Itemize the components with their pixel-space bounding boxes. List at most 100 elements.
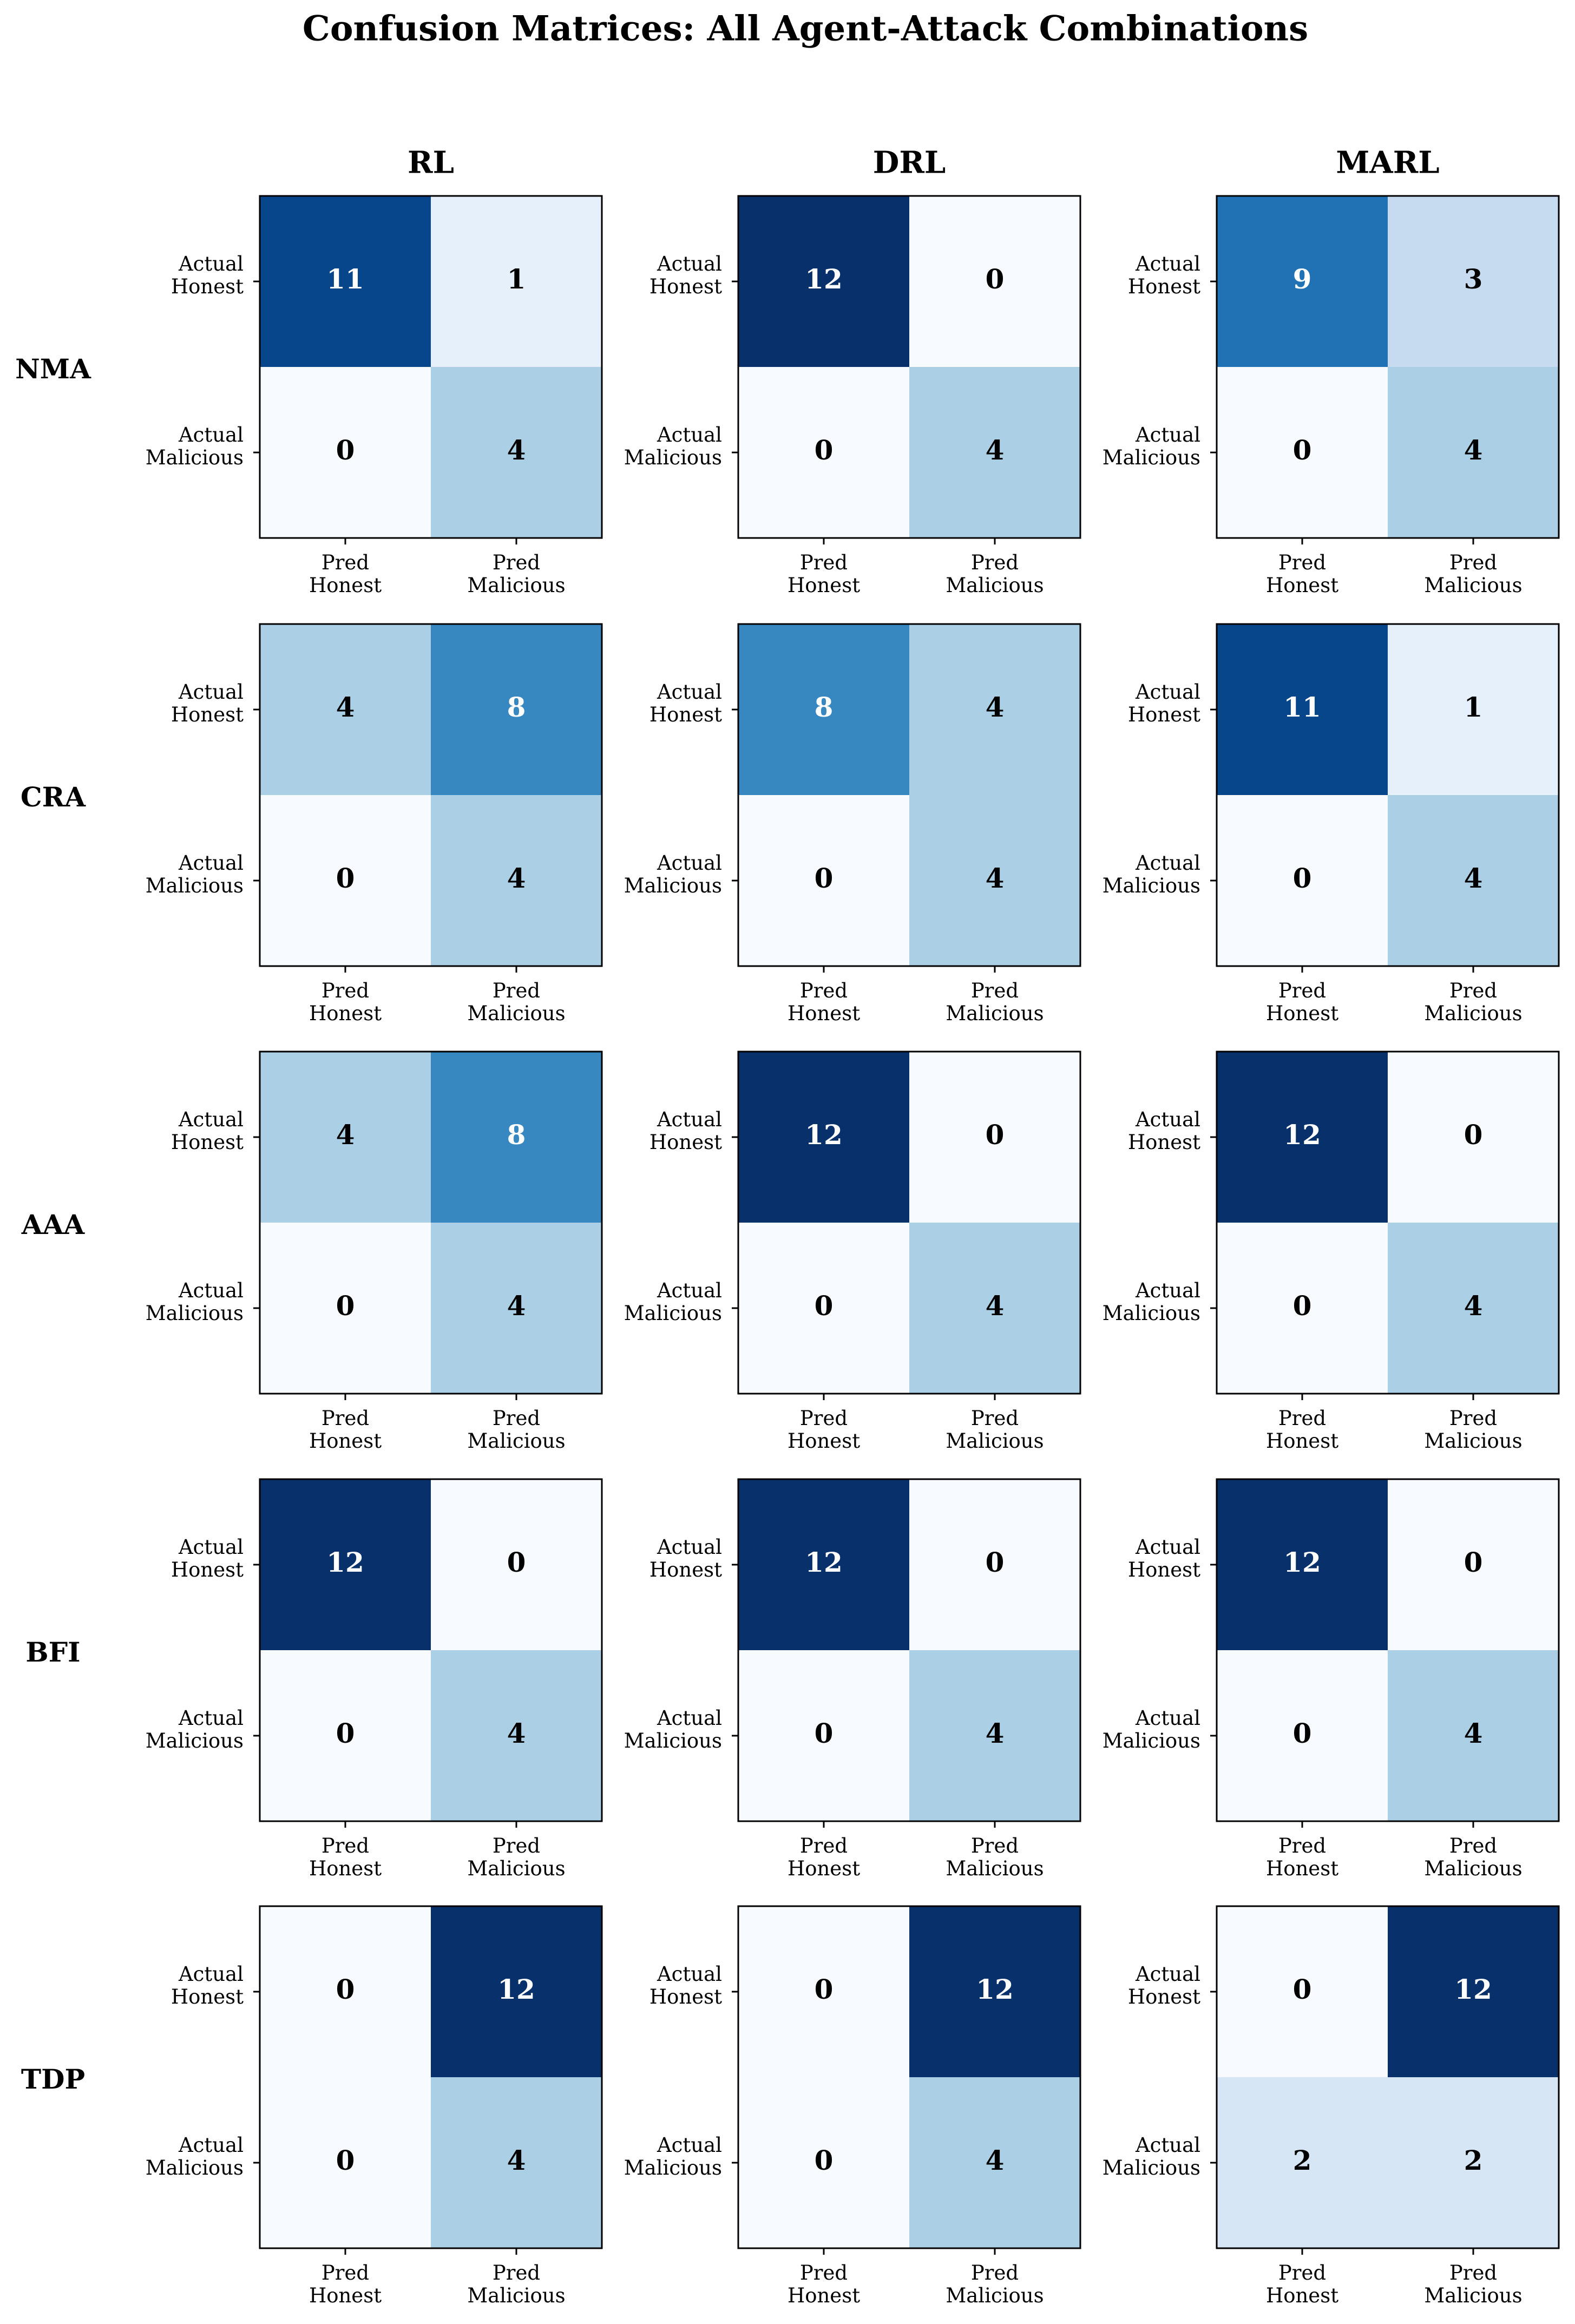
cell <box>1217 1650 1388 1821</box>
x-tick-label: Pred Malicious <box>467 2261 565 2307</box>
cell-value: 2 <box>1293 2144 1312 2176</box>
cell <box>909 1906 1080 2077</box>
x-tick-label: Pred Honest <box>788 1834 860 1880</box>
cell <box>1388 795 1559 966</box>
cell <box>260 2077 431 2248</box>
cell-value: 0 <box>336 2144 355 2176</box>
cell <box>260 1906 431 2077</box>
y-tick-label: Actual Honest <box>1128 1535 1200 1581</box>
y-tick-label: Actual Honest <box>171 1962 244 2008</box>
matrix-bfi-drl: 12 0 0 4 Actual Honest Actual Malicious Pred Hone… <box>624 1478 1081 1880</box>
cell <box>431 1650 602 1821</box>
cell-value: 12 <box>1283 1119 1321 1151</box>
cell-value: 0 <box>1293 1973 1312 2005</box>
x-tick-label: Pred Honest <box>788 2261 860 2307</box>
matrix-tdp-rl: 0 12 0 4 Actual Honest Actual Malicious Pred Hone… <box>146 1905 603 2307</box>
x-tick-label: Pred Malicious <box>1424 979 1522 1025</box>
cell <box>260 1223 431 1394</box>
cell <box>909 1650 1080 1821</box>
cell <box>1217 795 1388 966</box>
x-tick-label: Pred Honest <box>309 551 382 597</box>
cell <box>260 1052 431 1223</box>
y-tick-label: Actual Malicious <box>146 851 244 897</box>
row-label-bfi: BFI <box>25 1636 80 1668</box>
matrix-frame <box>1216 623 1560 967</box>
cell-value: 0 <box>336 1717 355 1749</box>
y-tick-label: Actual Malicious <box>624 2133 722 2179</box>
cell <box>909 2077 1080 2248</box>
cell-value: 0 <box>815 434 834 466</box>
y-tick-label: Actual Malicious <box>624 851 722 897</box>
x-tick-label: Pred Malicious <box>1424 2261 1522 2307</box>
cell <box>431 196 602 367</box>
cell-value: 4 <box>986 1717 1005 1749</box>
y-tick-label: Actual Honest <box>1128 1108 1200 1154</box>
cell-value: 4 <box>1464 1717 1483 1749</box>
matrix-frame <box>1216 1905 1560 2249</box>
cell <box>260 1650 431 1821</box>
matrix-frame <box>259 1905 603 2249</box>
x-tick-label: Pred Malicious <box>467 1407 565 1453</box>
cell <box>738 196 909 367</box>
cell <box>909 624 1080 795</box>
cell <box>260 367 431 538</box>
cell <box>1217 1052 1388 1223</box>
matrix-frame <box>737 1905 1081 2249</box>
cell-value: 0 <box>1464 1546 1483 1578</box>
row-label-nma: NMA <box>15 353 91 385</box>
cell-value: 4 <box>986 691 1005 723</box>
cell <box>260 196 431 367</box>
y-tick-label: Actual Honest <box>649 1962 722 2008</box>
cell-value: 4 <box>336 691 355 723</box>
cell-value: 12 <box>1454 1973 1492 2005</box>
y-tick-label: Actual Malicious <box>146 1706 244 1752</box>
matrix-frame <box>259 1051 603 1395</box>
y-tick-label: Actual Malicious <box>624 423 722 469</box>
cell <box>431 367 602 538</box>
cell <box>431 1052 602 1223</box>
y-tick-label: Actual Honest <box>171 252 244 298</box>
matrix-frame <box>259 623 603 967</box>
y-tick-label: Actual Honest <box>171 1108 244 1154</box>
cell-value: 12 <box>497 1973 535 2005</box>
cell <box>1388 1479 1559 1650</box>
y-tick-label: Actual Malicious <box>146 1279 244 1325</box>
x-tick-label: Pred Honest <box>309 1834 382 1880</box>
cell <box>260 1479 431 1650</box>
cell-value: 4 <box>986 434 1005 466</box>
cell-value: 4 <box>336 1119 355 1151</box>
matrix-frame <box>737 1478 1081 1822</box>
cell-value: 11 <box>326 263 364 295</box>
x-tick-label: Pred Malicious <box>946 551 1044 597</box>
y-tick-label: Actual Malicious <box>146 423 244 469</box>
cell <box>431 2077 602 2248</box>
matrix-nma-drl: 12 0 0 4 Actual Honest Actual Malicious Pred Hone… <box>624 195 1081 597</box>
x-tick-label: Pred Honest <box>1266 1834 1338 1880</box>
y-tick-label: Actual Malicious <box>1102 423 1200 469</box>
x-tick-label: Pred Malicious <box>946 2261 1044 2307</box>
cell-value: 0 <box>815 862 834 894</box>
column-label-drl: DRL <box>873 145 946 181</box>
row-label-aaa: AAA <box>21 1209 86 1240</box>
cell <box>909 1223 1080 1394</box>
matrix-nma-marl: 9 3 0 4 Actual Honest Actual Malicious Pred Hones… <box>1102 195 1560 597</box>
cell-value: 1 <box>1464 691 1483 723</box>
matrix-aaa-rl: 4 8 0 4 Actual Honest Actual Malicious Pred Hones… <box>146 1051 603 1453</box>
cell-value: 0 <box>1293 862 1312 894</box>
cell-value: 0 <box>507 1546 526 1578</box>
matrix-tdp-drl: 0 12 0 4 Actual Honest Actual Malicious Pred Hone… <box>624 1905 1081 2307</box>
matrix-aaa-drl: 12 0 0 4 Actual Honest Actual Malicious Pred Hone… <box>624 1051 1081 1453</box>
cell <box>260 795 431 966</box>
matrix-cra-drl: 8 4 0 4 Actual Honest Actual Malicious Pred Hones… <box>624 623 1081 1025</box>
cell <box>1217 367 1388 538</box>
y-tick-label: Actual Honest <box>1128 1962 1200 2008</box>
cell <box>431 1479 602 1650</box>
x-tick-label: Pred Malicious <box>1424 551 1522 597</box>
cell-value: 0 <box>1293 434 1312 466</box>
cell-value: 0 <box>986 1119 1005 1151</box>
matrix-aaa-marl: 12 0 0 4 Actual Honest Actual Malicious Pred Hone… <box>1102 1051 1560 1453</box>
cell-value: 4 <box>986 2144 1005 2176</box>
y-tick-label: Actual Honest <box>1128 680 1200 726</box>
cell-value: 12 <box>805 1546 843 1578</box>
